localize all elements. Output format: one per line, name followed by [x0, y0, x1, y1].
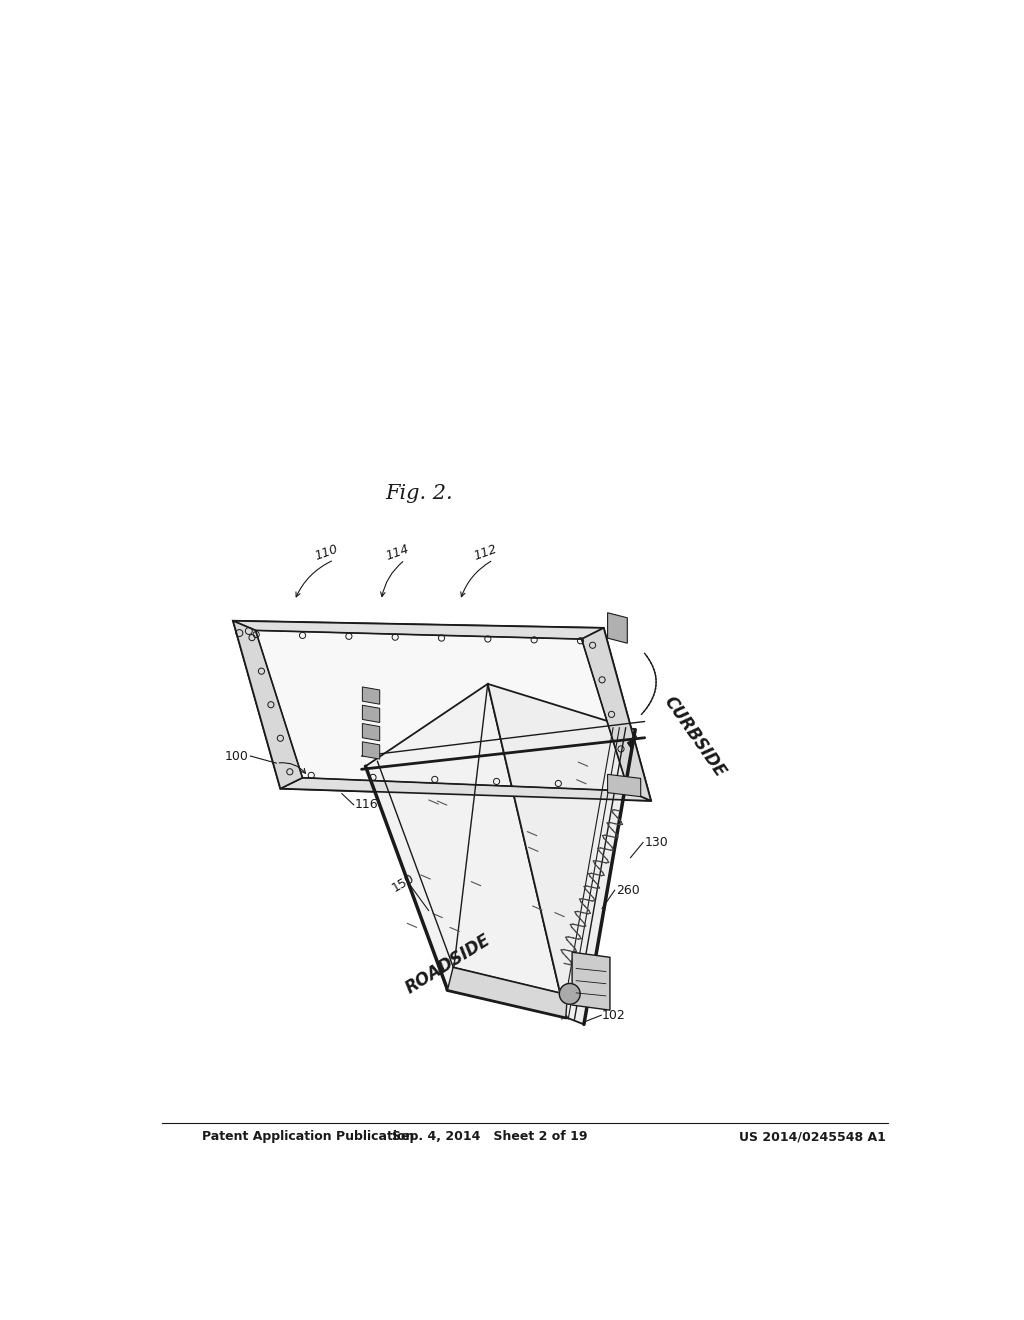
Polygon shape: [607, 612, 628, 643]
Polygon shape: [362, 723, 380, 741]
Text: 116: 116: [354, 799, 378, 812]
Polygon shape: [233, 620, 651, 801]
Text: 112: 112: [472, 543, 499, 564]
Polygon shape: [362, 686, 380, 704]
Polygon shape: [487, 684, 635, 1024]
Text: Fig. 2.: Fig. 2.: [385, 484, 453, 503]
Polygon shape: [281, 777, 651, 801]
Text: ROADSIDE: ROADSIDE: [402, 931, 495, 998]
Text: 114: 114: [384, 543, 411, 564]
Text: Sep. 4, 2014   Sheet 2 of 19: Sep. 4, 2014 Sheet 2 of 19: [391, 1130, 587, 1143]
Polygon shape: [233, 620, 603, 639]
Polygon shape: [362, 705, 380, 722]
Text: 102: 102: [602, 1008, 626, 1022]
Text: 110: 110: [312, 543, 340, 564]
Text: 100: 100: [225, 750, 249, 763]
Text: CURBSIDE: CURBSIDE: [660, 693, 729, 780]
Polygon shape: [582, 628, 651, 801]
Text: 130: 130: [645, 836, 669, 849]
Text: Patent Application Publication: Patent Application Publication: [202, 1130, 414, 1143]
Polygon shape: [366, 684, 566, 1018]
Text: 260: 260: [616, 883, 640, 896]
Circle shape: [559, 983, 581, 1005]
Polygon shape: [628, 735, 637, 750]
Polygon shape: [447, 968, 567, 1018]
Polygon shape: [607, 775, 641, 797]
Text: 150: 150: [389, 871, 417, 895]
Polygon shape: [233, 620, 302, 788]
Text: US 2014/0245548 A1: US 2014/0245548 A1: [739, 1130, 886, 1143]
Polygon shape: [362, 742, 380, 759]
Polygon shape: [572, 952, 610, 1010]
